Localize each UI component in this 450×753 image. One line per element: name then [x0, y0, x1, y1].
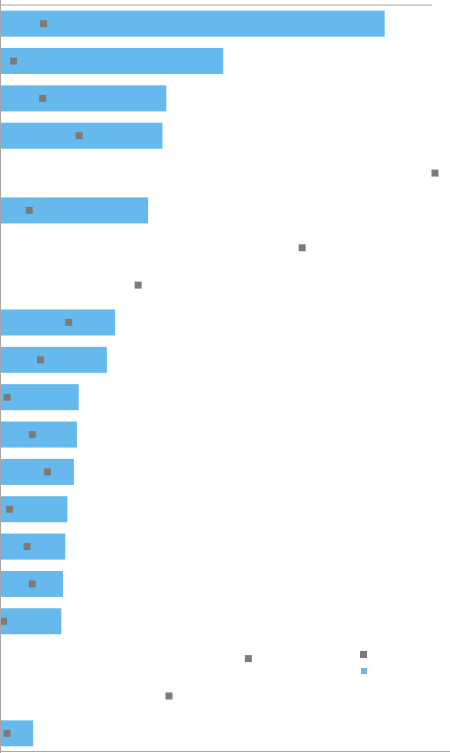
bar-12 [1, 421, 77, 448]
bar-13 [1, 458, 74, 485]
marker-19 [165, 692, 173, 700]
bar-1 [1, 10, 385, 37]
bar-11 [1, 384, 79, 411]
bar-10 [1, 346, 107, 373]
legend-swatch-marker [360, 651, 367, 658]
bar-2 [1, 48, 224, 75]
bar-9 [1, 309, 116, 336]
marker-20 [3, 729, 11, 737]
marker-14 [6, 505, 14, 513]
marker-16 [28, 580, 36, 588]
marker-6 [25, 206, 33, 214]
marker-8 [134, 281, 142, 289]
marker-10 [36, 356, 44, 364]
marker-13 [43, 468, 51, 476]
bar-17 [1, 608, 62, 635]
marker-5 [431, 169, 439, 177]
marker-15 [23, 543, 31, 551]
legend [360, 651, 367, 674]
marker-18 [244, 655, 252, 663]
bar-6 [1, 197, 149, 224]
marker-7 [298, 244, 306, 252]
marker-17 [0, 617, 8, 625]
bar-15 [1, 533, 66, 560]
marker-4 [75, 132, 83, 140]
marker-1 [40, 20, 48, 28]
marker-11 [3, 393, 11, 401]
legend-swatch-bar [361, 668, 367, 674]
marker-9 [65, 318, 73, 326]
marker-3 [39, 94, 47, 102]
bar-3 [1, 85, 167, 112]
marker-12 [28, 431, 36, 439]
marker-2 [10, 57, 18, 65]
marker-series [0, 20, 439, 737]
bar-series [1, 10, 385, 747]
